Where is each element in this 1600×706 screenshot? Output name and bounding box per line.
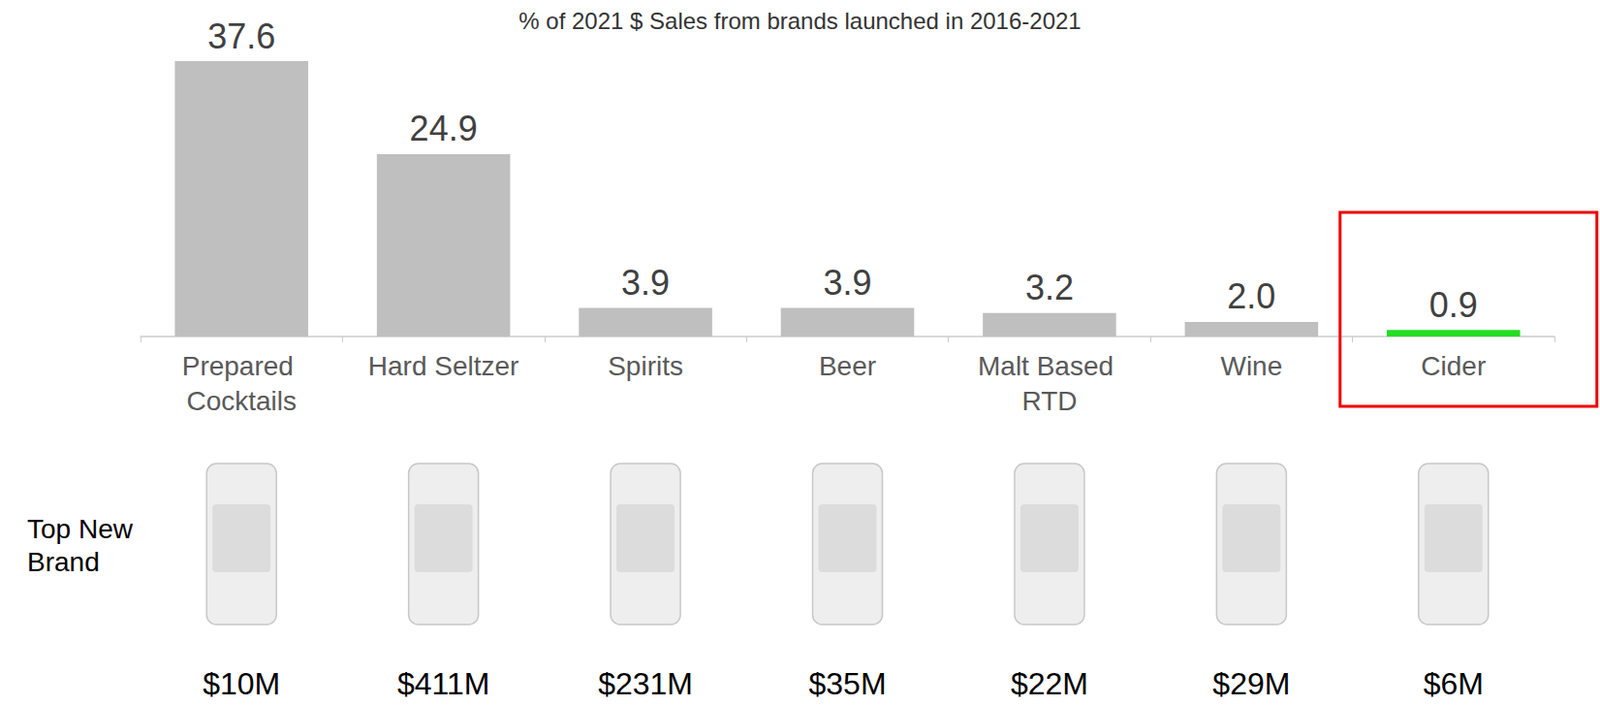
svg-text:Hard Seltzer: Hard Seltzer [368, 350, 520, 381]
svg-text:Top New: Top New [27, 513, 141, 544]
svg-text:3.9: 3.9 [621, 262, 670, 303]
svg-text:Cider: Cider [1420, 350, 1486, 381]
svg-text:Brand: Brand [27, 546, 100, 577]
svg-text:RTD: RTD [1021, 385, 1077, 416]
svg-text:Wine: Wine [1220, 350, 1283, 381]
svg-text:37.6: 37.6 [207, 16, 276, 57]
svg-text:Spirits: Spirits [607, 350, 684, 381]
svg-text:Prepared: Prepared [182, 350, 302, 381]
svg-text:3.9: 3.9 [822, 262, 872, 303]
svg-text:$29M: $29M [1212, 665, 1290, 701]
svg-text:$231M: $231M [597, 665, 693, 701]
svg-text:$22M: $22M [1010, 665, 1089, 701]
svg-text:$10M: $10M [202, 665, 281, 701]
svg-text:% of 2021 $ Sales from brands: % of 2021 $ Sales from brands launched i… [518, 7, 1081, 34]
svg-text:$6M: $6M [1423, 665, 1484, 701]
svg-text:$35M: $35M [808, 665, 886, 701]
svg-text:24.9: 24.9 [409, 108, 478, 149]
svg-text:Cocktails: Cocktails [186, 385, 297, 416]
svg-text:0.9: 0.9 [1429, 284, 1478, 325]
svg-text:$411M: $411M [397, 665, 490, 701]
svg-text:Beer: Beer [818, 350, 877, 381]
svg-text:Malt Based: Malt Based [977, 350, 1122, 381]
svg-text:2.0: 2.0 [1226, 276, 1276, 316]
svg-text:3.2: 3.2 [1025, 267, 1074, 308]
